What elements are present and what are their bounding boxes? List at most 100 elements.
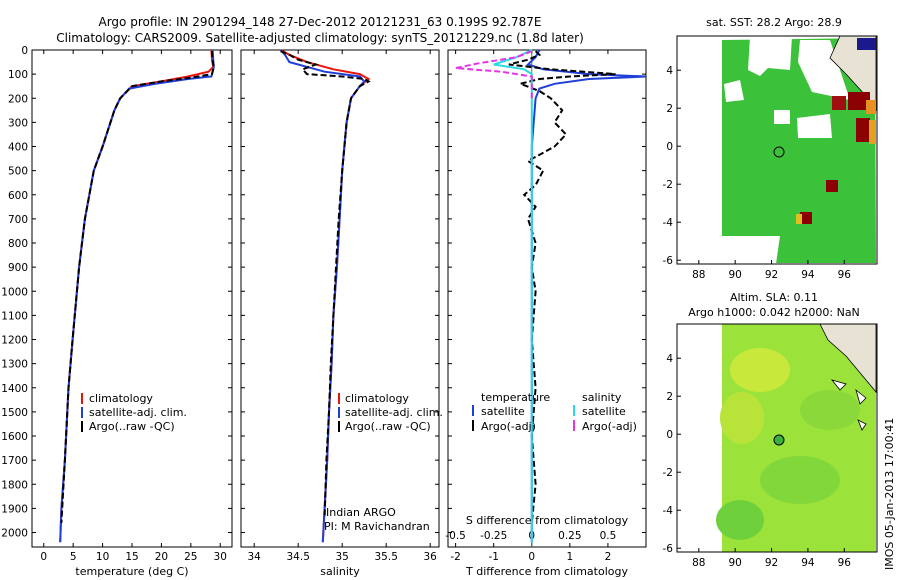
warm-patch	[826, 180, 838, 192]
depth-tick-label: 1400	[1, 383, 28, 395]
legend-s-argo: Argo(-adj)	[582, 420, 637, 433]
x-tick-label: 35.5	[375, 551, 398, 563]
depth-tick-label: 1200	[1, 335, 28, 347]
legend-salinity-title: salinity	[582, 391, 622, 404]
series-line-2-2	[493, 49, 533, 543]
lon-tick-label: 90	[728, 269, 741, 281]
legend-s-satellite: satellite	[582, 405, 626, 418]
title-line-2: Climatology: CARS2009. Satellite-adjuste…	[56, 31, 584, 45]
warm-patch	[796, 214, 802, 224]
island-outline	[857, 419, 867, 431]
legend-t-satellite: satellite	[481, 405, 525, 418]
island-outline	[855, 388, 867, 405]
sla-map-frame	[676, 323, 878, 553]
depth-tick-label: 1600	[1, 431, 28, 443]
depth-axis: 0 100 200 300 400 500 600 700 800 900 1000 1100 1200…	[1, 45, 646, 540]
lon-tick-label: 96	[838, 269, 852, 281]
lat-tick-label: -2	[663, 179, 673, 191]
lon-tick-label: 88	[692, 557, 705, 569]
title-line-1: Argo profile: IN 2901294_148 27-Dec-2012…	[99, 15, 542, 29]
series-line-2-3	[455, 50, 533, 99]
lat-tick-label: 2	[666, 103, 673, 115]
sla-low	[800, 390, 860, 430]
x-tick-label: 35	[336, 551, 349, 563]
x-tick-label: 34	[248, 551, 262, 563]
series-line-1-1	[279, 49, 366, 543]
lat-tick-label: 0	[666, 429, 673, 441]
s-diff-tick-label: -0.5	[445, 530, 466, 542]
cloud-gap	[797, 114, 832, 138]
legend-sat: satellite-adj. clim.	[345, 406, 443, 419]
lat-tick-label: 2	[666, 391, 673, 403]
legend-argo: Argo(..raw -QC)	[89, 420, 175, 433]
x-tick-label: 0	[528, 551, 535, 563]
lon-tick-label: 92	[765, 557, 778, 569]
s-difference-axis-label: S difference from climatology	[466, 514, 629, 527]
s-diff-tick-label: 0.25	[558, 530, 581, 542]
x-tick-label: 5	[70, 551, 77, 563]
salinity-panel	[240, 49, 440, 548]
cloud-gap	[724, 80, 744, 102]
depth-tick-label: 1700	[1, 455, 28, 467]
lon-tick-label: 94	[801, 269, 815, 281]
depth-tick-label: 400	[8, 142, 28, 154]
legend-argo: Argo(..raw -QC)	[345, 420, 431, 433]
s-diff-tick-label: -0.25	[480, 530, 507, 542]
difference-legend: temperature satellite Argo(-adj) salinit…	[472, 391, 637, 433]
depth-tick-label: 2000	[1, 528, 28, 540]
depth-tick-label: 1300	[1, 359, 28, 371]
x-tick-label: 15	[125, 551, 138, 563]
depth-tick-label: 1800	[1, 479, 28, 491]
float-source-text: Indian ARGO	[326, 506, 396, 519]
sla-high	[720, 392, 764, 444]
warm-patch	[869, 120, 876, 144]
depth-tick-label: 600	[8, 190, 28, 202]
lat-tick-label: -2	[663, 467, 673, 479]
cloud-gap	[748, 36, 792, 76]
x-tick-label: 1	[567, 551, 574, 563]
x-tick-label: 34.5	[287, 551, 310, 563]
sla-low	[760, 456, 840, 504]
cloud-gap	[774, 110, 790, 124]
depth-tick-label: 200	[8, 93, 28, 105]
series-line-1-0	[280, 49, 371, 543]
depth-tick-label: 1000	[1, 286, 28, 298]
lat-tick-label: -6	[663, 543, 674, 555]
s-diff-tick-label: 0.5	[600, 530, 617, 542]
temperature-legend: climatology satellite-adj. clim. Argo(..…	[81, 392, 187, 433]
sla-map-title-2: Argo h1000: 0.042 h2000: NaN	[688, 306, 860, 319]
x-tick-label: 36	[424, 551, 438, 563]
sla-low	[716, 500, 764, 540]
x-tick-label: 30	[214, 551, 227, 563]
lat-tick-label: -4	[663, 217, 674, 229]
sla-high	[730, 348, 790, 392]
pi-name-text: PI: M Ravichandran	[324, 520, 430, 533]
depth-tick-label: 500	[8, 166, 28, 178]
lon-tick-label: 96	[838, 557, 852, 569]
legend-temperature-title: temperature	[481, 391, 550, 404]
imos-timestamp: IMOS 05-Jan-2013 17:00:41	[883, 418, 896, 570]
argo-position-marker	[773, 434, 785, 446]
lon-tick-label: 90	[728, 557, 741, 569]
series-line-2-1	[508, 50, 616, 523]
temperature-panel	[31, 49, 233, 548]
cloud-gap	[722, 236, 780, 264]
legend-clim: climatology	[89, 392, 153, 405]
depth-tick-label: 300	[8, 117, 28, 129]
warm-patch	[832, 96, 846, 110]
cloud-gap	[798, 40, 850, 100]
argo-position-marker	[773, 146, 785, 158]
legend-t-argo: Argo(-adj)	[481, 420, 536, 433]
lat-tick-label: -4	[663, 505, 674, 517]
sla-map-title-1: Altim. SLA: 0.11	[730, 291, 818, 304]
depth-tick-label: 1100	[1, 310, 28, 322]
x-tick-label: 20	[155, 551, 168, 563]
series-line-2-0	[526, 49, 647, 543]
lon-tick-label: 88	[692, 269, 705, 281]
warm-patch	[856, 118, 870, 142]
series-line-1-2	[280, 50, 371, 519]
depth-tick-label: 0	[21, 45, 28, 57]
depth-tick-label: 1900	[1, 503, 28, 515]
depth-tick-label: 100	[8, 69, 28, 81]
